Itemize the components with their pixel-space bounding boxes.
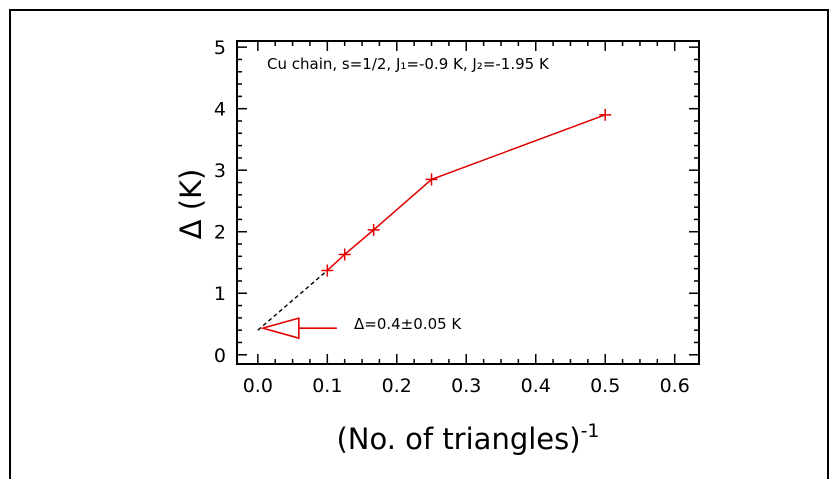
data-point — [599, 108, 612, 121]
data-point — [321, 264, 334, 277]
x-tick-label: 0.2 — [382, 375, 412, 397]
gap-annotation: Δ=0.4±0.05 K — [354, 315, 462, 333]
extrapolation-line — [257, 269, 328, 331]
y-tick-label: 2 — [214, 222, 226, 244]
gap-arrow — [259, 317, 337, 340]
x-axis-label: (No. of triangles)-1 — [336, 420, 599, 456]
y-tick-label: 1 — [214, 283, 226, 305]
y-tick-label: 0 — [214, 345, 226, 367]
x-tick-label: 0.5 — [590, 375, 620, 397]
plot-area — [236, 40, 700, 365]
series-layer — [321, 108, 612, 277]
data-point — [367, 223, 380, 236]
x-axis-label-exponent: -1 — [581, 420, 600, 442]
data-point — [338, 248, 351, 261]
y-axis-ticks: 0 1 2 3 4 5 — [214, 37, 699, 367]
annotation-layer — [259, 317, 337, 340]
x-tick-label: 0.0 — [243, 375, 273, 397]
x-tick-label: 0.3 — [451, 375, 481, 397]
x-tick-label: 0.6 — [660, 375, 690, 397]
x-axis-ticks: 0.0 0.1 0.2 0.3 0.4 0.5 0.6 — [243, 41, 690, 397]
chart-canvas: 0 1 2 3 4 5 0.0 0.1 0.2 0.3 0.4 0.5 0.6 Cu chain, s… — [174, 37, 700, 456]
y-tick-label: 3 — [214, 160, 226, 182]
x-axis-label-main: (No. of triangles) — [336, 422, 580, 456]
y-axis-label: Δ (K) — [174, 169, 208, 240]
figure-frame: 0 1 2 3 4 5 0.0 0.1 0.2 0.3 0.4 0.5 0.6 Cu chain, s… — [9, 9, 829, 479]
x-tick-label: 0.1 — [312, 375, 342, 397]
y-tick-label: 5 — [214, 37, 226, 59]
series-line — [326, 114, 606, 272]
x-tick-label: 0.4 — [521, 375, 551, 397]
extrapolation-layer — [257, 269, 328, 331]
y-tick-label: 4 — [214, 99, 226, 121]
data-point — [425, 173, 438, 186]
legend-annotation: Cu chain, s=1/2, J₁=-0.9 K, J₂=-1.95 K — [267, 55, 550, 73]
